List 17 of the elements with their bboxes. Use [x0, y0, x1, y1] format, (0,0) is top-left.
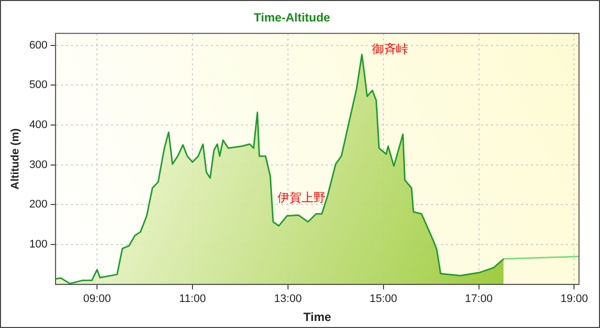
x-tick-label: 15:00 [370, 293, 398, 306]
y-tick-label: 400 [29, 119, 48, 132]
y-tick-label: 300 [29, 158, 48, 171]
y-tick-label: 600 [29, 39, 48, 52]
y-tick-label: 100 [29, 238, 48, 251]
x-tick-label: 13:00 [274, 293, 302, 306]
x-tick-label: 19:00 [560, 293, 588, 306]
y-tick-label: 500 [29, 79, 48, 92]
x-tick-label: 17:00 [465, 293, 493, 306]
chart-title: Time-Altitude [254, 10, 331, 25]
y-axis-title: Altitude (m) [10, 128, 22, 190]
annotation: 伊賀上野 [277, 190, 326, 204]
x-tick-label: 11:00 [179, 293, 206, 306]
y-tick-label: 200 [29, 198, 48, 211]
annotation: 御斉峠 [372, 42, 408, 56]
x-axis-title: Time [303, 310, 332, 324]
x-tick-label: 09:00 [83, 293, 111, 306]
